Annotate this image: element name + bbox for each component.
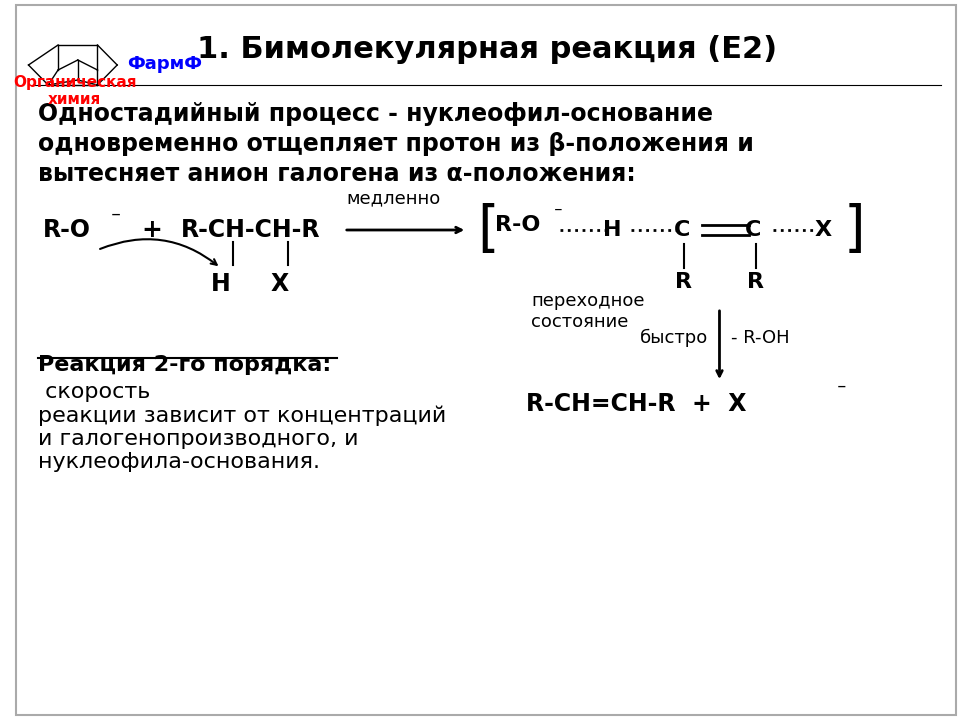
Text: 1. Бимолекулярная реакция (Е2): 1. Бимолекулярная реакция (Е2) — [197, 35, 777, 64]
Text: R: R — [748, 272, 764, 292]
Text: - R-OH: - R-OH — [732, 329, 790, 347]
Text: медленно: медленно — [347, 189, 441, 207]
Text: быстро: быстро — [639, 329, 708, 347]
Text: H: H — [603, 220, 622, 240]
Text: ⁻: ⁻ — [110, 209, 120, 228]
Text: R-O: R-O — [494, 215, 540, 235]
Text: X: X — [271, 272, 289, 296]
FancyBboxPatch shape — [15, 5, 956, 715]
Text: +: + — [142, 218, 162, 242]
Text: ⁻: ⁻ — [554, 204, 563, 222]
Text: R-CH=CH-R  +  X: R-CH=CH-R + X — [526, 392, 747, 416]
Text: C: C — [674, 220, 690, 240]
Text: Реакция 2-го порядка:: Реакция 2-го порядка: — [38, 355, 331, 375]
Text: C: C — [745, 220, 761, 240]
Text: Органическая
химия: Органическая химия — [13, 75, 136, 107]
Text: ФармФ: ФармФ — [127, 55, 202, 73]
Text: Одностадийный процесс - нуклеофил-основание: Одностадийный процесс - нуклеофил-основа… — [38, 102, 713, 126]
Text: вытесняет анион галогена из α-положения:: вытесняет анион галогена из α-положения: — [38, 162, 636, 186]
Text: переходное
состояние: переходное состояние — [531, 292, 645, 330]
Text: одновременно отщепляет протон из β-положения и: одновременно отщепляет протон из β-полож… — [38, 132, 755, 156]
Text: скорость
реакции зависит от концентраций
и галогенопроизводного, и
нуклеофила-ос: скорость реакции зависит от концентраций… — [38, 382, 446, 472]
Text: R-CH-CH-R: R-CH-CH-R — [181, 218, 321, 242]
Text: X: X — [814, 220, 831, 240]
Text: [: [ — [477, 203, 498, 257]
Text: H: H — [211, 272, 230, 296]
Text: ⁻: ⁻ — [837, 382, 847, 400]
Text: R: R — [676, 272, 692, 292]
Text: ]: ] — [844, 203, 865, 257]
Text: R-O: R-O — [43, 218, 91, 242]
